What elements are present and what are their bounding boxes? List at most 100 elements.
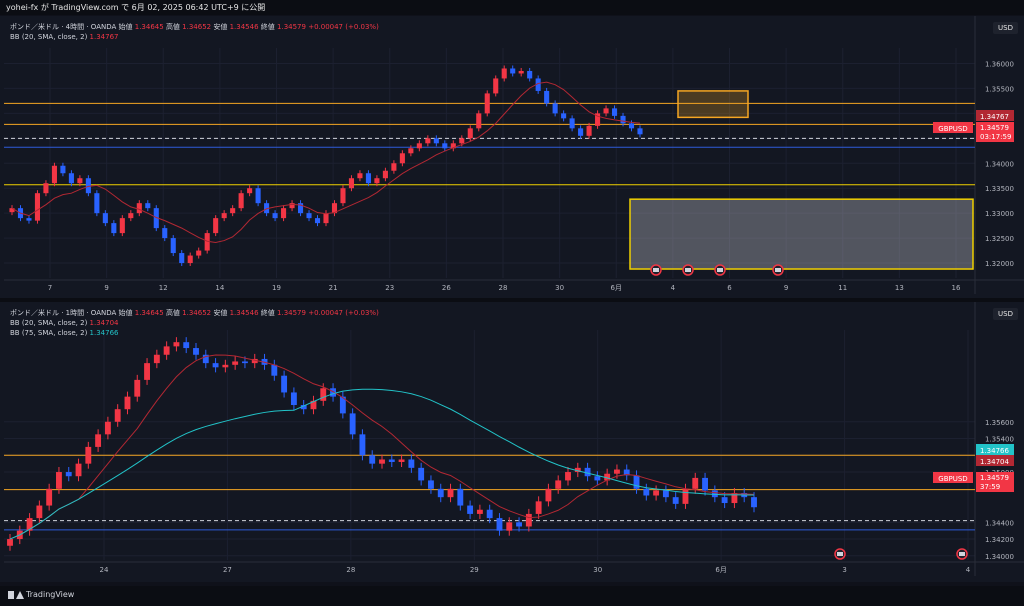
candle [620,115,626,124]
candle [751,497,757,508]
candle [604,473,611,481]
candle [408,148,414,154]
currency-button[interactable]: USD [993,308,1018,320]
candle [290,392,297,406]
indicator-price-tag [976,444,1014,455]
candle [221,213,227,219]
x-tick-label: 26 [442,284,451,292]
candle [271,364,278,376]
candle [595,113,601,126]
candle [179,253,185,264]
x-tick-label: 9 [784,284,788,292]
y-tick-label: 1.32000 [985,260,1014,268]
high-value: 1.34652 [182,23,212,31]
candle [183,342,190,349]
indicator-price-value: 1.34767 [980,113,1009,121]
candle [525,513,532,527]
x-tick-label: 11 [838,284,847,292]
y-tick-label: 1.36000 [985,60,1014,68]
candle [516,522,522,527]
candle [331,203,338,214]
candle [310,400,317,410]
countdown-timer: 03:17:59 [980,133,1011,141]
price-zone [629,198,974,270]
x-tick-label: 4 [671,284,676,292]
low-label: 安値 [213,309,228,317]
candle [418,467,425,481]
candle [68,173,74,184]
currency-button[interactable]: USD [993,22,1018,34]
tradingview-logo-icon [8,590,24,599]
candle [374,178,380,184]
candle [518,70,524,74]
symbol-title: ポンド／米ドル · 1時間 · OANDA [10,309,117,317]
candle [731,492,738,504]
y-tick-label: 1.33500 [985,185,1014,193]
candle [95,434,102,447]
candle [153,208,159,229]
open-value: 1.34645 [134,23,164,31]
candle [7,539,13,546]
candle [486,509,493,519]
footer-bar: TradingView [0,586,1024,606]
candle [653,490,660,496]
candle [134,379,141,397]
candle [628,123,635,129]
chart-pane-1h[interactable]: 1.356001.354001.352001.350001.344001.342… [0,302,1024,582]
candle [272,213,278,219]
candle [323,213,329,224]
pane-divider[interactable] [0,298,1024,302]
candle [104,421,111,435]
candle [153,354,160,364]
candle [586,125,592,136]
change-value: +0.00047 (+0.03%) [308,309,379,317]
candle [388,459,395,462]
candle [484,93,490,114]
candle [213,218,219,234]
candle [382,170,388,179]
bb75-label: BB (75, SMA, close, 2) [10,329,88,337]
high-label: 高値 [165,23,180,31]
candle [281,208,287,219]
us-event-flag-icon [959,552,965,556]
candle [212,363,219,368]
chart-4h[interactable]: 1.360001.355001.350001.345001.340001.335… [4,16,1024,298]
us-event-flag-icon [837,552,843,556]
candle [170,238,176,254]
candle [565,472,571,481]
candle [144,363,150,380]
x-tick-label: 19 [272,284,281,292]
candle [545,488,552,502]
candle [232,361,239,365]
x-tick-label: 30 [555,284,564,292]
x-tick-label: 29 [470,566,479,574]
candle [230,208,236,214]
high-label: 高値 [165,309,180,317]
close-value: 1.34579 [277,309,306,317]
us-event-flag-icon [685,268,691,272]
chart-pane-4h[interactable]: 1.360001.355001.350001.345001.340001.335… [0,16,1024,298]
legend-1h: ポンド／米ドル · 1時間 · OANDA 始値 1.34645 高値 1.34… [10,308,379,338]
y-tick-label: 1.33000 [985,210,1014,218]
candle [501,68,507,79]
bb75-value: 1.34766 [89,329,119,337]
candle [247,188,253,194]
candle [339,396,346,414]
candle [36,505,43,519]
candle [594,476,601,481]
candle [9,208,15,213]
last-price-value: 1.34579 [980,124,1009,132]
candle [34,193,41,221]
y-tick-label: 1.34000 [985,160,1014,168]
candle [391,163,397,171]
candle [711,490,718,498]
chart-1h[interactable]: 1.356001.354001.352001.350001.344001.342… [4,302,1024,582]
x-tick-label: 7 [48,284,52,292]
publish-header: yohei-fx が TradingView.com で 6月 02, 2025… [0,0,1024,15]
candle [450,143,456,149]
candle [255,188,261,204]
y-tick-label: 1.34200 [985,536,1014,544]
tradingview-brand[interactable]: TradingView [8,590,74,599]
candle [173,342,180,347]
x-tick-label: 21 [329,284,338,292]
